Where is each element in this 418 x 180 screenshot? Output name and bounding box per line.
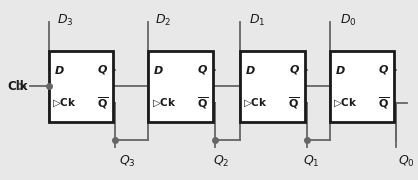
Text: $\bfit{D}$: $\bfit{D}$ [245,64,256,76]
Text: $\triangleright$Ck: $\triangleright$Ck [152,97,176,109]
Text: $Q_0$: $Q_0$ [398,154,415,169]
Text: $\triangleright$Ck: $\triangleright$Ck [52,97,76,109]
Text: $\triangleright$Ck: $\triangleright$Ck [333,97,358,109]
Text: $\triangleright$Ck: $\triangleright$Ck [243,97,268,109]
Text: $\bfit{D}$: $\bfit{D}$ [54,64,64,76]
Text: $\bfit{D}$: $\bfit{D}$ [334,64,345,76]
Text: $\bfit{Q}$: $\bfit{Q}$ [288,64,300,76]
Text: $\mathbf{\overline{Q}}$: $\mathbf{\overline{Q}}$ [288,95,300,111]
Text: $Q_3$: $Q_3$ [119,154,136,169]
Text: $D_1$: $D_1$ [249,13,265,28]
Text: $D_2$: $D_2$ [155,13,171,28]
Text: $\mathbf{\overline{Q}}$: $\mathbf{\overline{Q}}$ [97,95,108,111]
Text: Clk: Clk [7,80,28,93]
Text: $D_0$: $D_0$ [340,13,357,28]
Text: $Q_1$: $Q_1$ [303,154,319,169]
Bar [240,51,305,122]
Text: $\mathbf{\overline{Q}}$: $\mathbf{\overline{Q}}$ [196,95,208,111]
Text: $\bfit{D}$: $\bfit{D}$ [153,64,164,76]
Text: $\bfit{Q}$: $\bfit{Q}$ [378,64,389,76]
Bar [48,51,113,122]
Text: $\mathbf{\overline{Q}}$: $\mathbf{\overline{Q}}$ [377,95,389,111]
Bar [329,51,394,122]
Text: $\bfit{Q}$: $\bfit{Q}$ [197,64,208,76]
Text: $\bfit{Q}$: $\bfit{Q}$ [97,64,108,76]
Bar [148,51,213,122]
Text: $D_3$: $D_3$ [57,13,74,28]
Text: $Q_2$: $Q_2$ [213,154,229,169]
